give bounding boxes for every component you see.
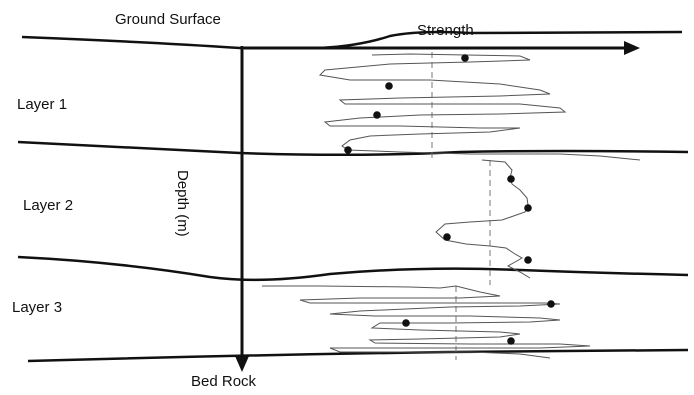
layer-2-strength-trace xyxy=(435,159,531,279)
layer-1-sample-point xyxy=(373,111,381,119)
layer-2-sample-point xyxy=(443,233,451,241)
bed-rock-line xyxy=(27,348,689,363)
layer-1-sample-point xyxy=(344,146,352,154)
layer-2-sample-point xyxy=(524,204,532,212)
layer-1-sample-point xyxy=(461,54,469,62)
depth-axis-label: Depth (m) xyxy=(174,170,191,237)
ground-surface-line xyxy=(21,30,683,50)
depth-axis-arrowhead xyxy=(235,356,249,372)
layer-3-sample-point xyxy=(507,337,515,345)
layer-3-sample-point xyxy=(402,319,410,327)
layer-1-sample-point xyxy=(385,82,393,90)
layer-2-label: Layer 2 xyxy=(23,197,73,214)
ground-surface-label: Ground Surface xyxy=(115,11,221,28)
bed-rock-label: Bed Rock xyxy=(191,373,257,390)
layer-3-sample-point xyxy=(547,300,555,308)
layer-3-label: Layer 3 xyxy=(12,299,62,316)
strength-axis-label: Strength xyxy=(417,22,474,39)
layer-2-3-boundary xyxy=(17,255,689,282)
layer-2-sample-point xyxy=(507,175,515,183)
layer-2-sample-point xyxy=(524,256,532,264)
layer-1-2-boundary xyxy=(17,140,689,157)
layer-3-strength-trace xyxy=(262,285,591,359)
layer-1-strength-trace xyxy=(318,53,641,161)
strength-axis-arrowhead xyxy=(624,41,640,55)
layer-1-label: Layer 1 xyxy=(17,96,67,113)
